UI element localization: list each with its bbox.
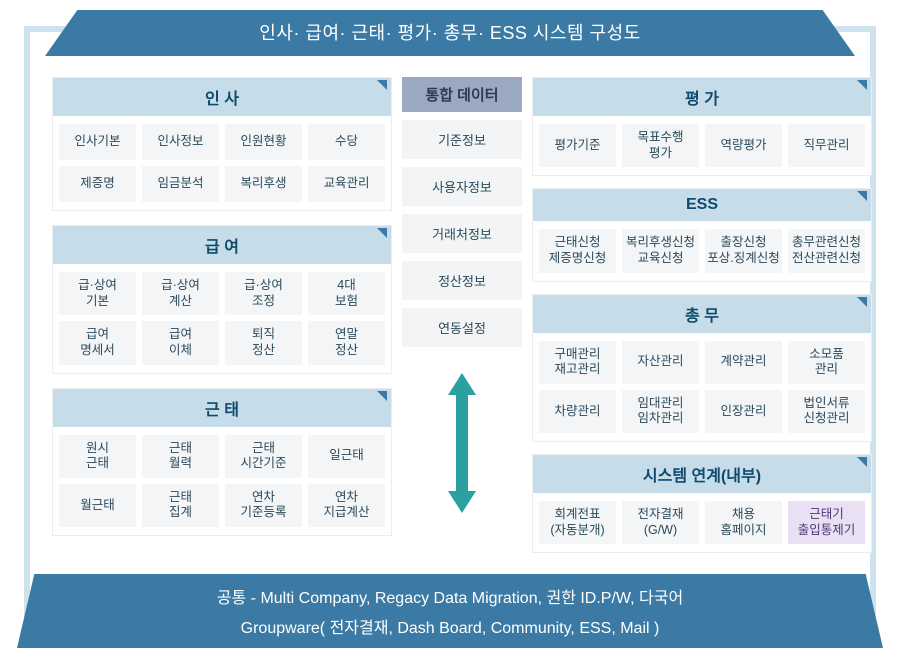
module-cell: 복리후생: [225, 166, 302, 202]
diagram-frame: 인사· 급여· 근태· 평가· 총무· ESS 시스템 구성도 인 사 인사기본…: [0, 0, 900, 654]
module-cell: 급·상여 조정: [225, 272, 302, 315]
center-list: 기준정보 사용자정보 거래처정보 정산정보 연동설정: [402, 120, 522, 347]
footer-line-1: 공통 - Multi Company, Regacy Data Migratio…: [17, 584, 883, 608]
module-cell: 인사기본: [59, 124, 136, 160]
section-title: 인 사: [205, 91, 239, 108]
section-body-payroll: 급·상여 기본 급·상여 계산 급·상여 조정 4대 보험 급여 명세서 급여 …: [53, 264, 391, 373]
section-body-attendance: 원시 근태 근태 월력 근태 시간기준 일근태 월근태 근태 집계 연차 기준등…: [53, 427, 391, 536]
module-cell: 근태 월력: [142, 435, 219, 478]
title-text: 인사· 급여· 근태· 평가· 총무· ESS 시스템 구성도: [259, 23, 640, 43]
section-title: ESS: [686, 196, 718, 213]
module-cell: 회계전표 (자동분개): [539, 501, 616, 544]
module-cell: 근태신청 제증명신청: [539, 229, 616, 272]
left-column: 인 사 인사기본 인사정보 인원현황 수당 제증명 임금분석 복리후생 교육관리: [52, 77, 392, 553]
outer-panel: 인 사 인사기본 인사정보 인원현황 수당 제증명 임금분석 복리후생 교육관리: [24, 26, 876, 620]
module-cell: 자산관리: [622, 341, 699, 384]
module-cell: 원시 근태: [59, 435, 136, 478]
notch-icon: [857, 297, 867, 307]
notch-icon: [377, 391, 387, 401]
section-head-system-link: 시스템 연계(내부): [533, 455, 871, 493]
module-cell: 연차 지급계산: [308, 484, 385, 527]
module-cell: 수당: [308, 124, 385, 160]
module-cell: 근태 시간기준: [225, 435, 302, 478]
section-body-general-affairs: 구매관리 재고관리 자산관리 계약관리 소모품 관리 차량관리 임대관리 임차관…: [533, 333, 871, 442]
section-title: 근 태: [205, 402, 239, 419]
module-cell: 근태 집계: [142, 484, 219, 527]
section-title: 시스템 연계(내부): [643, 468, 761, 485]
notch-icon: [377, 80, 387, 90]
module-cell: 제증명: [59, 166, 136, 202]
center-head: 통합 데이터: [402, 77, 522, 112]
module-cell: 퇴직 정산: [225, 321, 302, 364]
section-body-evaluation: 평가기준 목표수행 평가 역량평가 직무관리: [533, 116, 871, 175]
section-attendance: 근 태 원시 근태 근태 월력 근태 시간기준 일근태 월근태 근태 집계 연차…: [52, 388, 392, 537]
module-cell: 총무관련신청 전산관련신청: [788, 229, 865, 272]
module-cell: 목표수행 평가: [622, 124, 699, 167]
section-ess: ESS 근태신청 제증명신청 복리후생신청 교육신청 출장신청 포상.징계신청 …: [532, 188, 872, 281]
section-general-affairs: 총 무 구매관리 재고관리 자산관리 계약관리 소모품 관리 차량관리 임대관리…: [532, 294, 872, 443]
module-cell: 연차 기준등록: [225, 484, 302, 527]
center-item: 정산정보: [402, 261, 522, 300]
section-head-evaluation: 평 가: [533, 78, 871, 116]
double-arrow-icon: [402, 373, 522, 513]
section-evaluation: 평 가 평가기준 목표수행 평가 역량평가 직무관리: [532, 77, 872, 176]
content-grid: 인 사 인사기본 인사정보 인원현황 수당 제증명 임금분석 복리후생 교육관리: [52, 77, 848, 532]
section-system-link: 시스템 연계(내부) 회계전표 (자동분개) 전자결재 (G/W) 채용 홈페이…: [532, 454, 872, 553]
section-title: 급 여: [205, 239, 239, 256]
module-cell: 급·상여 기본: [59, 272, 136, 315]
module-cell: 법인서류 신청관리: [788, 390, 865, 433]
center-item: 연동설정: [402, 308, 522, 347]
module-cell: 구매관리 재고관리: [539, 341, 616, 384]
module-cell: 인사정보: [142, 124, 219, 160]
center-title: 통합 데이터: [425, 87, 498, 104]
section-head-general-affairs: 총 무: [533, 295, 871, 333]
footer-line-2: Groupware( 전자결재, Dash Board, Community, …: [17, 614, 883, 638]
module-cell: 소모품 관리: [788, 341, 865, 384]
module-cell: 인장관리: [705, 390, 782, 433]
module-cell: 급여 이체: [142, 321, 219, 364]
center-column: 통합 데이터 기준정보 사용자정보 거래처정보 정산정보 연동설정: [402, 77, 522, 553]
module-cell: 급·상여 계산: [142, 272, 219, 315]
section-head-payroll: 급 여: [53, 226, 391, 264]
section-body-system-link: 회계전표 (자동분개) 전자결재 (G/W) 채용 홈페이지 근태기 출입통제기: [533, 493, 871, 552]
right-column: 평 가 평가기준 목표수행 평가 역량평가 직무관리 ESS: [532, 77, 872, 553]
section-title: 총 무: [685, 308, 719, 325]
module-cell: 복리후생신청 교육신청: [622, 229, 699, 272]
module-cell: 임대관리 임차관리: [622, 390, 699, 433]
section-body-ess: 근태신청 제증명신청 복리후생신청 교육신청 출장신청 포상.징계신청 총무관련…: [533, 221, 871, 280]
section-title: 평 가: [685, 91, 719, 108]
module-cell: 임금분석: [142, 166, 219, 202]
module-cell: 차량관리: [539, 390, 616, 433]
notch-icon: [377, 228, 387, 238]
module-cell: 연말 정산: [308, 321, 385, 364]
section-body-hr: 인사기본 인사정보 인원현황 수당 제증명 임금분석 복리후생 교육관리: [53, 116, 391, 210]
module-cell: 평가기준: [539, 124, 616, 167]
notch-icon: [857, 457, 867, 467]
title-banner: 인사· 급여· 근태· 평가· 총무· ESS 시스템 구성도: [45, 10, 855, 56]
footer-banner: 공통 - Multi Company, Regacy Data Migratio…: [17, 574, 883, 648]
module-cell: 채용 홈페이지: [705, 501, 782, 544]
module-cell: 일근태: [308, 435, 385, 478]
module-cell: 인원현황: [225, 124, 302, 160]
module-cell-highlight: 근태기 출입통제기: [788, 501, 865, 544]
module-cell: 출장신청 포상.징계신청: [705, 229, 782, 272]
section-head-attendance: 근 태: [53, 389, 391, 427]
notch-icon: [857, 80, 867, 90]
module-cell: 직무관리: [788, 124, 865, 167]
module-cell: 계약관리: [705, 341, 782, 384]
module-cell: 역량평가: [705, 124, 782, 167]
notch-icon: [857, 191, 867, 201]
module-cell: 교육관리: [308, 166, 385, 202]
center-item: 거래처정보: [402, 214, 522, 253]
module-cell: 월근태: [59, 484, 136, 527]
section-head-hr: 인 사: [53, 78, 391, 116]
module-cell: 4대 보험: [308, 272, 385, 315]
section-head-ess: ESS: [533, 189, 871, 221]
section-hr: 인 사 인사기본 인사정보 인원현황 수당 제증명 임금분석 복리후생 교육관리: [52, 77, 392, 211]
section-payroll: 급 여 급·상여 기본 급·상여 계산 급·상여 조정 4대 보험 급여 명세서…: [52, 225, 392, 374]
center-item: 사용자정보: [402, 167, 522, 206]
module-cell: 급여 명세서: [59, 321, 136, 364]
center-item: 기준정보: [402, 120, 522, 159]
module-cell: 전자결재 (G/W): [622, 501, 699, 544]
